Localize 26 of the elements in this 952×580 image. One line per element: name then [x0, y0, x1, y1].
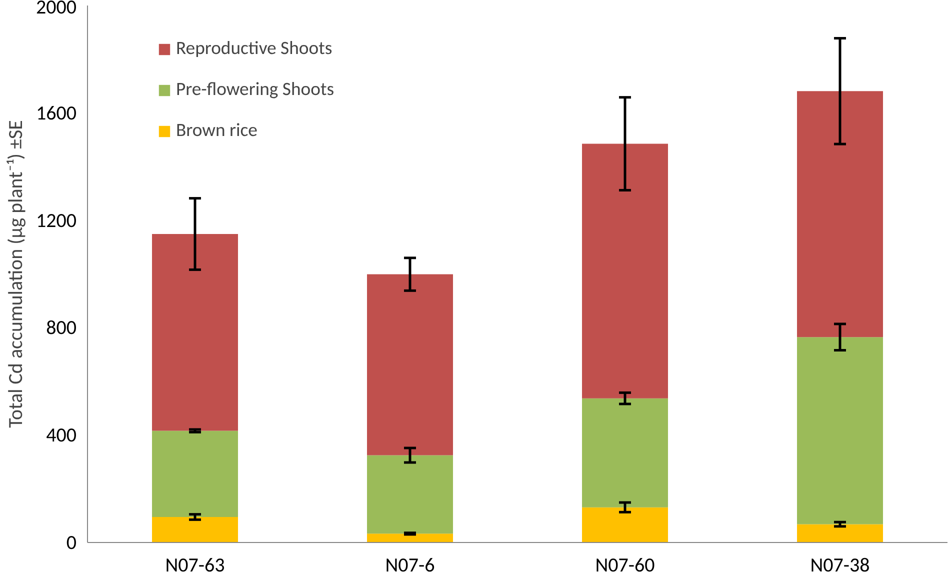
- bar: [152, 234, 238, 431]
- y-axis-title: Total Cd accumulation (µg plant⁻¹) ±SE: [4, 120, 28, 428]
- y-tick-label: 0: [66, 531, 77, 555]
- legend-label: Brown rice: [176, 119, 258, 142]
- x-tick-label: N07-63: [165, 554, 225, 578]
- bar: [367, 274, 453, 456]
- bar: [367, 455, 453, 534]
- y-tick-label: 400: [46, 424, 77, 448]
- y-tick-label: 2000: [36, 0, 76, 20]
- y-tick-label: 1200: [36, 208, 76, 233]
- x-tick-label: N07-6: [385, 554, 435, 578]
- bar: [582, 144, 668, 398]
- legend-label: Reproductive Shoots: [176, 37, 332, 60]
- bar: [582, 398, 668, 508]
- bar: [797, 91, 883, 338]
- bar: [797, 524, 883, 542]
- bar: [152, 516, 238, 542]
- bar: [367, 534, 453, 542]
- x-tick-label: N07-60: [595, 554, 655, 578]
- bar: [797, 337, 883, 524]
- y-tick-label: 800: [46, 316, 77, 340]
- bar: [152, 430, 238, 517]
- legend-label: Pre-flowering Shoots: [176, 78, 334, 101]
- y-tick-label: 1600: [36, 101, 76, 126]
- bar: [582, 507, 668, 542]
- x-tick-label: N07-38: [810, 554, 870, 578]
